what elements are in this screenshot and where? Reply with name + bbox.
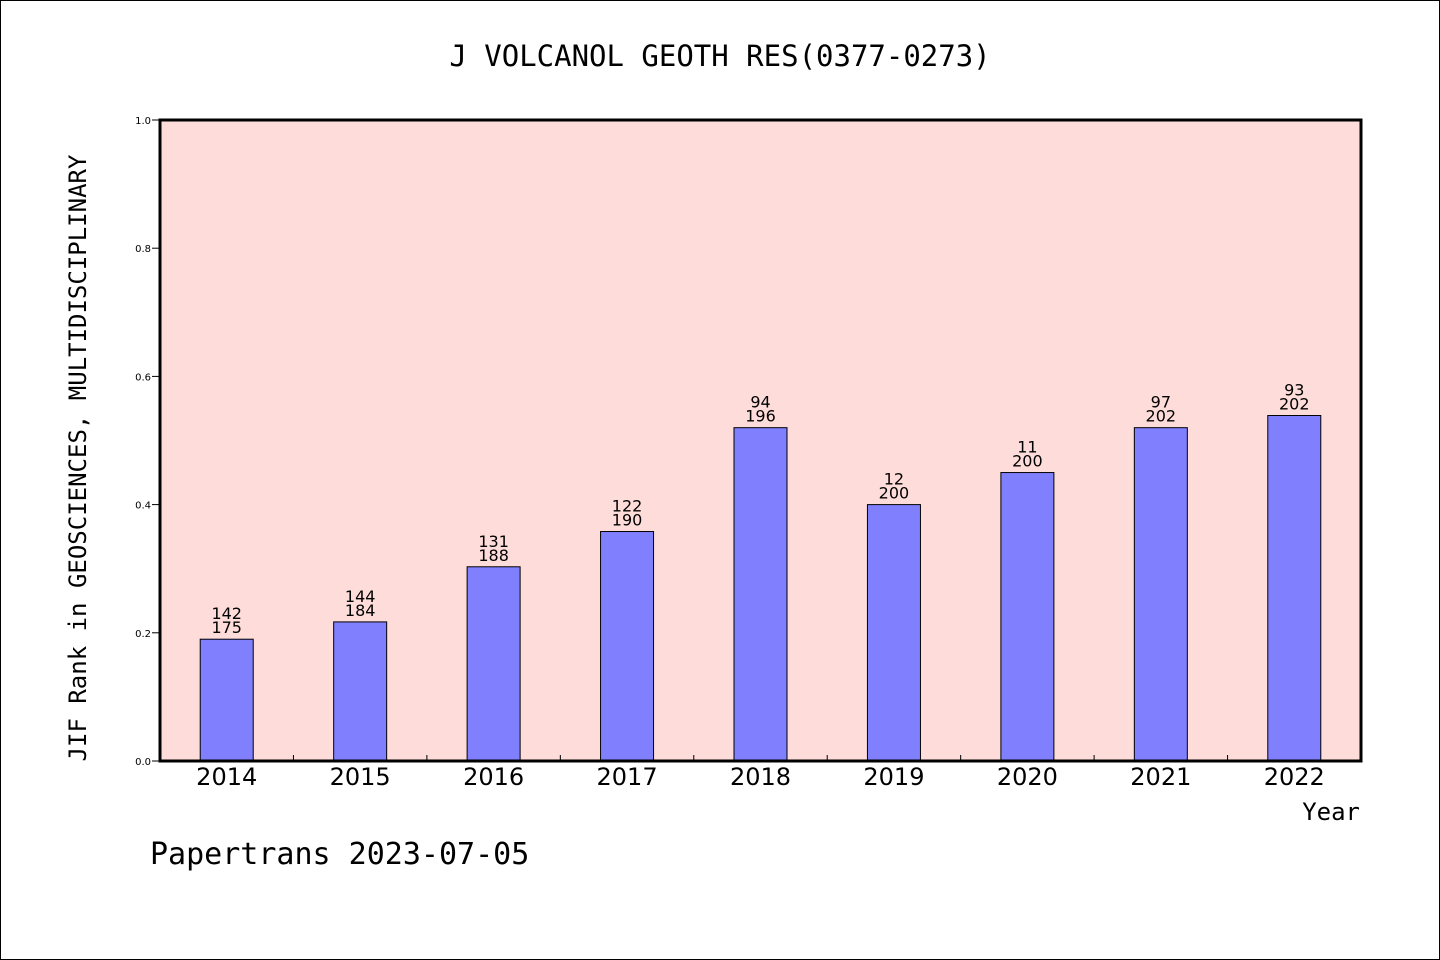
x-tick-label-2018: 2018 bbox=[730, 763, 791, 791]
total-label-2016: 188 bbox=[478, 546, 509, 565]
data-labels-group: 1421751441841311881221909419612200112009… bbox=[211, 381, 1309, 638]
chart-title: J VOLCANOL GEOTH RES(0377-0273) bbox=[449, 39, 990, 73]
bar-2018 bbox=[733, 427, 788, 762]
rank-label-2019: 12 bbox=[884, 470, 904, 489]
rank-label-2015: 144 bbox=[345, 587, 376, 606]
plot-border bbox=[158, 118, 1363, 763]
total-label-2015: 184 bbox=[345, 601, 376, 620]
y-tick-label: 1.0 bbox=[135, 116, 151, 127]
bar-2014 bbox=[199, 638, 254, 762]
y-tick-label: 0.2 bbox=[135, 629, 151, 640]
bar-2019 bbox=[866, 504, 921, 762]
y-tick-label: 0.0 bbox=[135, 757, 151, 768]
total-label-2019: 200 bbox=[879, 484, 910, 503]
footer-date: Papertrans 2023-07-05 bbox=[150, 837, 529, 872]
x-tick-label-2016: 2016 bbox=[463, 763, 524, 791]
rank-label-2016: 131 bbox=[478, 532, 509, 551]
x-tick-label-2019: 2019 bbox=[863, 763, 924, 791]
bar-2020 bbox=[1000, 472, 1055, 762]
rank-label-2021: 97 bbox=[1151, 393, 1171, 412]
bar-2015 bbox=[333, 621, 388, 762]
rank-label-2014: 142 bbox=[211, 604, 242, 623]
total-label-2022: 202 bbox=[1279, 395, 1310, 414]
y-tick-label: 0.6 bbox=[135, 372, 151, 383]
y-tick-label: 0.8 bbox=[135, 244, 151, 255]
rank-label-2017: 122 bbox=[612, 497, 643, 516]
x-tick-label-2014: 2014 bbox=[196, 763, 257, 791]
x-axis-label: Year bbox=[1302, 798, 1360, 826]
total-label-2014: 175 bbox=[211, 618, 242, 637]
rank-label-2022: 93 bbox=[1284, 381, 1304, 400]
bar-2016 bbox=[466, 566, 521, 762]
y-axis-label: JIF Rank in GEOSCIENCES, MULTIDISCIPLINA… bbox=[64, 154, 92, 761]
bars-group bbox=[199, 415, 1322, 762]
x-tick-label-2021: 2021 bbox=[1130, 763, 1191, 791]
total-label-2018: 196 bbox=[745, 407, 776, 426]
total-label-2017: 190 bbox=[612, 511, 643, 530]
x-tick-label-2020: 2020 bbox=[997, 763, 1058, 791]
rank-label-2018: 94 bbox=[750, 393, 770, 412]
y-axis: 0.0 0.2 0.4 0.6 0.8 1.0 bbox=[135, 116, 160, 768]
x-axis: 2014 2015 2016 2017 2018 2019 2020 2021 2022 bbox=[196, 755, 1325, 791]
x-tick-label-2022: 2022 bbox=[1264, 763, 1325, 791]
bar-2017 bbox=[600, 531, 655, 762]
total-label-2020: 200 bbox=[1012, 452, 1043, 471]
y-tick-label: 0.4 bbox=[135, 501, 151, 512]
rank-label-2020: 11 bbox=[1017, 438, 1037, 457]
total-label-2021: 202 bbox=[1146, 407, 1177, 426]
x-tick-label-2017: 2017 bbox=[597, 763, 658, 791]
x-tick-label-2015: 2015 bbox=[330, 763, 391, 791]
bar-2021 bbox=[1133, 427, 1188, 762]
bar-2022 bbox=[1267, 415, 1322, 762]
